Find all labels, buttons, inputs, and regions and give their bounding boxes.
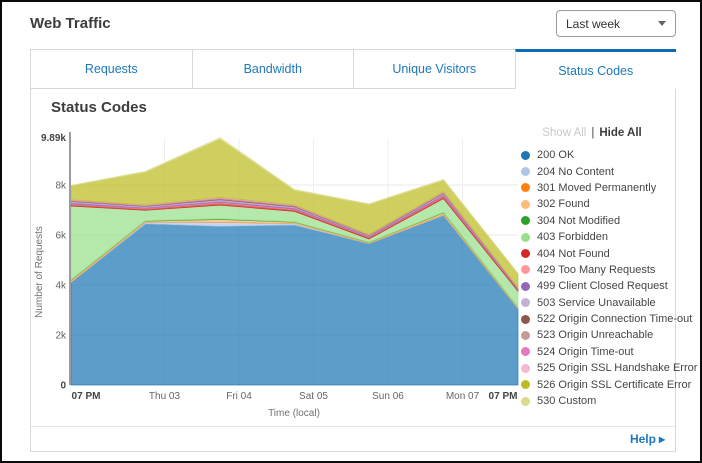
legend-divider: | xyxy=(591,127,595,139)
svg-text:Sat 05: Sat 05 xyxy=(299,391,328,402)
help-arrow-icon: ▸ xyxy=(658,432,665,446)
legend-swatch xyxy=(521,199,530,209)
legend-swatch xyxy=(521,330,530,340)
legend-item[interactable]: 523 Origin Unreachable xyxy=(521,327,663,343)
legend-swatch xyxy=(521,281,530,291)
status-codes-panel: Status Codes 0 2k 4k 6k 8k 9.89k 07 PM Thu 03 Fr… xyxy=(30,89,697,452)
legend-label: 200 OK xyxy=(537,149,575,162)
legend-item[interactable]: 524 Origin Time-out xyxy=(521,344,663,360)
tab-label: Bandwidth xyxy=(243,62,302,76)
legend-item[interactable]: 522 Origin Connection Time-out xyxy=(521,311,692,327)
legend-swatch xyxy=(521,167,530,177)
page-title: Web Traffic xyxy=(30,15,111,32)
legend-item[interactable]: 301 Moved Permanently xyxy=(521,180,663,196)
legend-label: 523 Origin Unreachable xyxy=(537,329,654,342)
legend-label: 403 Forbidden xyxy=(537,231,608,244)
legend-item[interactable]: 429 Too Many Requests xyxy=(521,262,663,278)
svg-text:07 PM: 07 PM xyxy=(72,391,101,402)
legend-items: 200 OK 204 No Content 301 Moved Permanentl… xyxy=(521,147,697,409)
svg-text:8k: 8k xyxy=(55,181,67,192)
legend-controls: Show All | Hide All xyxy=(521,127,663,139)
legend-item[interactable]: 499 Client Closed Request xyxy=(521,278,668,294)
legend-item[interactable]: 404 Not Found xyxy=(521,245,663,261)
legend-item[interactable]: 204 No Content xyxy=(521,163,663,179)
legend-swatch xyxy=(521,347,530,357)
legend-item[interactable]: 304 Not Modified xyxy=(521,213,663,229)
svg-text:Sun 06: Sun 06 xyxy=(372,391,404,402)
legend-swatch xyxy=(521,363,530,373)
tab-unique-visitors[interactable]: Unique Visitors xyxy=(353,49,516,89)
legend-item[interactable]: 200 OK xyxy=(521,147,663,163)
legend-label: 524 Origin Time-out xyxy=(537,345,634,358)
legend-label: 404 Not Found xyxy=(537,247,610,260)
svg-text:Mon 07: Mon 07 xyxy=(446,391,480,402)
panel-footer: Help ▸ xyxy=(31,426,675,451)
legend-swatch xyxy=(521,380,530,390)
svg-text:07 PM: 07 PM xyxy=(489,391,518,402)
tab-label: Unique Visitors xyxy=(392,62,477,76)
svg-text:6k: 6k xyxy=(55,231,67,242)
legend-label: 204 No Content xyxy=(537,165,615,178)
legend-item[interactable]: 526 Origin SSL Certificate Error xyxy=(521,376,691,392)
status-codes-chart: 0 2k 4k 6k 8k 9.89k 07 PM Thu 03 Fri 04 Sat 05 Sun… xyxy=(34,132,519,419)
tab-bar: Requests Bandwidth Unique Visitors Statu… xyxy=(30,49,676,89)
legend-swatch xyxy=(521,265,530,275)
legend-item[interactable]: 525 Origin SSL Handshake Error xyxy=(521,360,697,376)
tab-status-codes[interactable]: Status Codes xyxy=(514,49,676,89)
tab-requests[interactable]: Requests xyxy=(30,49,193,89)
svg-text:Time (local): Time (local) xyxy=(268,408,320,419)
legend-label: 526 Origin SSL Certificate Error xyxy=(537,378,692,391)
legend-item[interactable]: 503 Service Unavailable xyxy=(521,295,663,311)
svg-text:9.89k: 9.89k xyxy=(41,133,66,144)
legend-label: 499 Client Closed Request xyxy=(537,280,668,293)
chart-title: Status Codes xyxy=(51,99,147,116)
legend-swatch xyxy=(521,298,530,308)
legend-label: 530 Custom xyxy=(537,395,597,408)
legend-label: 525 Origin SSL Handshake Error xyxy=(537,362,698,375)
legend-item[interactable]: 530 Custom xyxy=(521,393,663,409)
time-range-select[interactable]: Last week xyxy=(556,10,676,37)
tab-label: Status Codes xyxy=(558,63,634,78)
legend-label: 301 Moved Permanently xyxy=(537,181,657,194)
chart-legend: Show All | Hide All 200 OK 204 No Content… xyxy=(521,127,697,409)
legend-swatch xyxy=(521,396,530,406)
legend-label: 503 Service Unavailable xyxy=(537,296,656,309)
chevron-down-icon xyxy=(658,21,666,26)
svg-text:0: 0 xyxy=(60,381,66,392)
legend-label: 429 Too Many Requests xyxy=(537,263,656,276)
legend-label: 302 Found xyxy=(537,198,590,211)
legend-swatch xyxy=(521,183,530,193)
legend-label: 304 Not Modified xyxy=(537,214,621,227)
tab-bandwidth[interactable]: Bandwidth xyxy=(191,49,354,89)
legend-swatch xyxy=(521,249,530,259)
legend-swatch xyxy=(521,150,530,160)
svg-text:Number of Requests: Number of Requests xyxy=(34,226,45,318)
svg-text:Fri 04: Fri 04 xyxy=(226,391,252,402)
help-link[interactable]: Help ▸ xyxy=(630,432,665,446)
legend-item[interactable]: 302 Found xyxy=(521,196,663,212)
svg-text:2k: 2k xyxy=(55,331,67,342)
hide-all-button[interactable]: Hide All xyxy=(599,127,642,139)
legend-label: 522 Origin Connection Time-out xyxy=(537,313,693,326)
show-all-button[interactable]: Show All xyxy=(542,127,587,139)
help-label: Help xyxy=(629,432,656,446)
legend-swatch xyxy=(521,216,530,226)
legend-swatch xyxy=(521,314,530,324)
legend-item[interactable]: 403 Forbidden xyxy=(521,229,663,245)
svg-text:4k: 4k xyxy=(55,281,67,292)
svg-text:Thu 03: Thu 03 xyxy=(149,391,181,402)
legend-swatch xyxy=(521,232,530,242)
time-range-value: Last week xyxy=(566,16,621,31)
tab-label: Requests xyxy=(84,62,138,76)
